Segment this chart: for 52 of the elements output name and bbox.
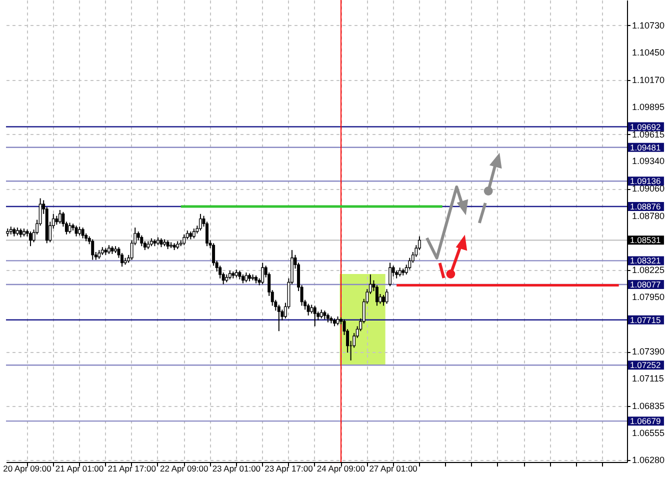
candlestick	[58, 210, 62, 224]
ref-line-label: 1.08531	[630, 235, 661, 246]
candlestick	[192, 228, 196, 239]
ref-line-label: 1.09481	[630, 142, 661, 152]
y-tick-label: 1.07390	[632, 346, 665, 357]
x-tick-label: 27 Apr 01:00	[369, 464, 418, 474]
y-tick-label: 1.10450	[632, 48, 665, 58]
ref-line-label: 1.08876	[630, 201, 661, 212]
ref-line-label: 1.08077	[630, 280, 661, 290]
candlestick	[261, 262, 264, 285]
candlestick	[385, 288, 388, 304]
ref-line-label: 1.08321	[630, 256, 661, 266]
y-tick-label: 1.10730	[632, 20, 665, 30]
x-tick-label: 20 Apr 09:00	[3, 464, 52, 474]
ref-line-label: 1.07715	[630, 314, 661, 325]
candlestick	[388, 262, 392, 287]
x-tick-label: 22 Apr 09:00	[160, 464, 208, 474]
x-tick-label: 24 Apr 09:00	[316, 464, 366, 474]
y-tick-label: 1.09340	[632, 156, 665, 166]
candlestick	[29, 230, 32, 247]
candlestick	[375, 284, 378, 306]
y-tick-label: 1.07950	[632, 292, 665, 302]
candlestick	[74, 225, 78, 237]
ref-line-label: 1.06679	[630, 416, 661, 426]
x-tick-label: 21 Apr 17:00	[108, 464, 156, 474]
ref-line-label: 1.09136	[630, 176, 661, 186]
candlestick	[91, 238, 94, 260]
y-tick-label: 1.06280	[632, 455, 665, 466]
candlestick	[313, 305, 316, 327]
ref-line-label: 1.07252	[630, 360, 661, 370]
candlestick	[306, 303, 310, 316]
ref-line-label: 1.09692	[630, 122, 661, 132]
y-tick-label: 1.09895	[632, 102, 665, 112]
y-tick-label: 1.08225	[632, 265, 665, 276]
x-tick-label: 23 Apr 17:00	[264, 464, 314, 474]
candlestick	[182, 234, 186, 246]
candlestick	[68, 222, 72, 234]
y-tick-label: 1.06835	[632, 400, 665, 411]
candlestick	[244, 272, 248, 283]
candlestick	[277, 304, 280, 332]
y-tick-label: 1.09060	[632, 184, 665, 194]
candlestick	[81, 227, 84, 239]
y-tick-label: 1.08780	[632, 210, 665, 221]
y-tick-label: 1.10170	[632, 75, 665, 86]
y-tick-label: 1.06555	[632, 428, 665, 438]
x-tick-label: 21 Apr 01:00	[55, 464, 104, 474]
candlestick	[140, 234, 144, 247]
x-tick-label: 23 Apr 01:00	[212, 464, 261, 474]
candlestick	[198, 213, 202, 232]
y-tick-label: 1.09615	[632, 129, 665, 140]
candlestick	[382, 294, 385, 306]
y-tick-label: 1.07115	[632, 373, 664, 384]
